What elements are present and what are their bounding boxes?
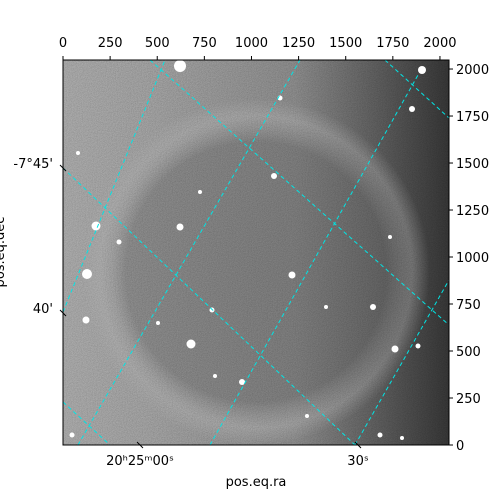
x-tick-label: 2000 bbox=[423, 36, 456, 51]
ra-tick bbox=[354, 441, 362, 449]
x-tick-label: 500 bbox=[145, 36, 170, 51]
y-tick-label: 1000 bbox=[456, 251, 489, 266]
y-axis-label: pos.eq.dec bbox=[0, 217, 8, 288]
x-tick-label: 1750 bbox=[376, 36, 409, 51]
x-tick-label: 250 bbox=[98, 36, 123, 51]
dec-tick-label: -7°45' bbox=[13, 157, 53, 172]
frame bbox=[62, 59, 450, 446]
y-tick-label: 750 bbox=[456, 298, 481, 313]
dec-tick bbox=[59, 309, 67, 317]
y-tick-label: 500 bbox=[456, 345, 481, 360]
ra-tick-label: 30ˢ bbox=[347, 454, 369, 469]
y-tick-label: 0 bbox=[456, 439, 464, 454]
y-tick-label: 1750 bbox=[456, 110, 489, 125]
x-tick-label: 1500 bbox=[329, 36, 362, 51]
y-tick-label: 250 bbox=[456, 392, 481, 407]
x-tick-label: 750 bbox=[192, 36, 217, 51]
x-axis-label: pos.eq.ra bbox=[226, 475, 287, 490]
ra-tick bbox=[136, 441, 144, 449]
coordinate-grid bbox=[63, 60, 449, 445]
image bbox=[63, 60, 449, 445]
x-tick-label: 0 bbox=[59, 36, 67, 51]
x-tick-label: 1000 bbox=[235, 36, 268, 51]
dec-tick-label: 40' bbox=[33, 302, 53, 317]
y-tick-label: 1500 bbox=[456, 157, 489, 172]
dec-tick bbox=[59, 164, 67, 172]
ra-tick-label: 20ʰ25ᵐ00ˢ bbox=[106, 454, 174, 469]
y-tick-label: 2000 bbox=[456, 63, 489, 78]
x-tick-label: 1250 bbox=[282, 36, 315, 51]
y-tick-label: 1250 bbox=[456, 204, 489, 219]
